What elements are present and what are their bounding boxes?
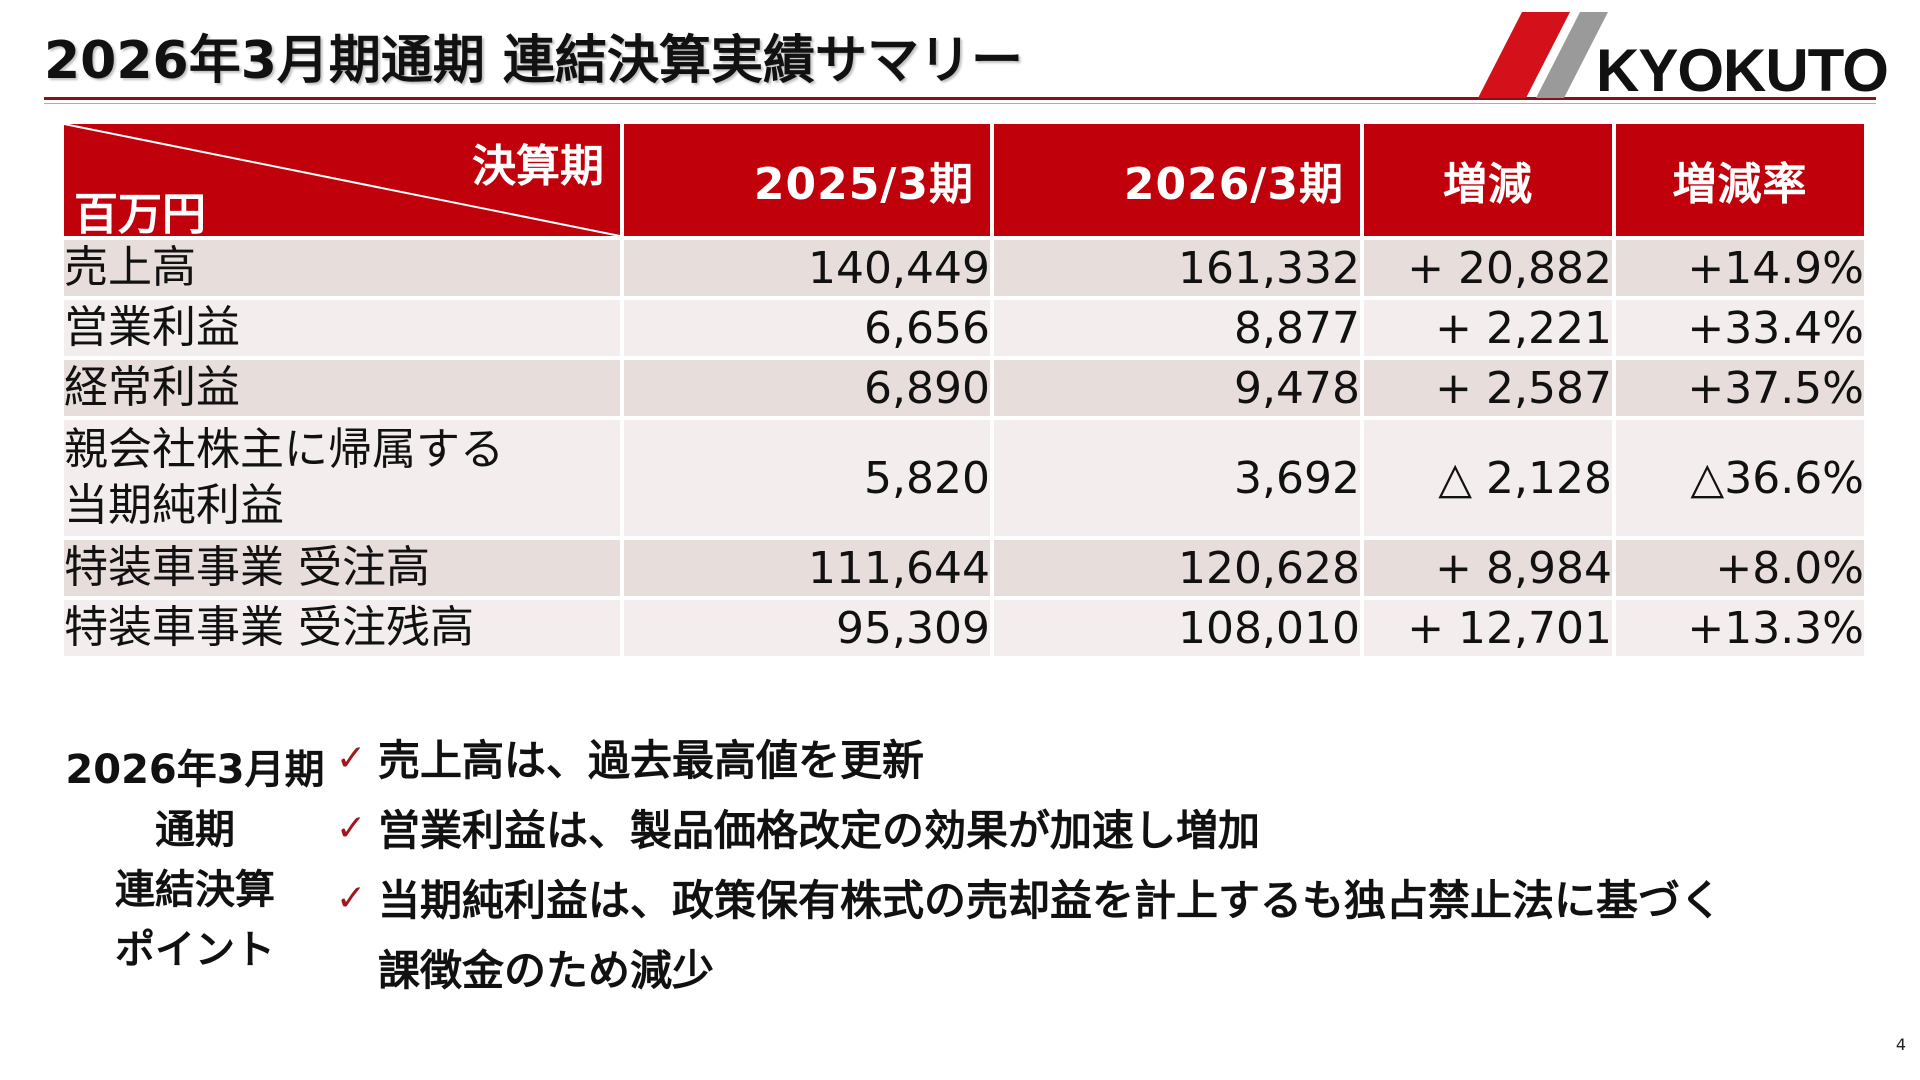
- point-text: 課徴金のため減少: [378, 946, 715, 995]
- cell-value: +33.4%: [1616, 300, 1864, 356]
- title-underline: [44, 97, 1876, 100]
- corner-unit-label: 百万円: [74, 189, 206, 240]
- logo-text: KYOKUTO: [1596, 37, 1889, 104]
- cell-value: 120,628: [994, 540, 1360, 596]
- cell-value: 8,877: [994, 300, 1360, 356]
- cell-value: 5,820: [624, 420, 990, 536]
- cell-value: 161,332: [994, 240, 1360, 296]
- checkmark-icon: ✓: [336, 738, 367, 779]
- points-heading-line: ポイント: [115, 927, 275, 973]
- points-heading-line: 通期: [155, 807, 235, 853]
- point-item: ✓ 当期純利益は、政策保有株式の売却益を計上するも独占禁止法に基づく: [336, 866, 1906, 936]
- row-label-operating-income: 営業利益: [64, 300, 620, 356]
- logo-gray-stripe-icon: [1536, 12, 1608, 98]
- point-item: ✓ 営業利益は、製品価格改定の効果が加速し増加: [336, 796, 1906, 866]
- cell-value: 9,478: [994, 360, 1360, 416]
- col-header-fy2025: 2025/3期: [624, 124, 990, 236]
- slide-title: 2026年3月期通期 連結決算実績サマリー: [44, 31, 1024, 91]
- row-label-order-backlog: 特装車事業 受注残高: [64, 600, 620, 656]
- cell-value: 6,890: [624, 360, 990, 416]
- col-header-fy2026: 2026/3期: [994, 124, 1360, 236]
- results-table: 決算期 百万円 2025/3期 2026/3期 増減 増減率 売上高 140,4…: [60, 120, 1868, 660]
- kyokuto-logo: [1478, 12, 1608, 98]
- cell-value: 3,692: [994, 420, 1360, 536]
- cell-value: 111,644: [624, 540, 990, 596]
- table-row: 売上高 140,449 161,332 + 20,882 +14.9%: [64, 240, 1864, 296]
- cell-value: +37.5%: [1616, 360, 1864, 416]
- point-item: ✓ 売上高は、過去最高値を更新: [336, 726, 1906, 796]
- row-label-net-sales: 売上高: [64, 240, 620, 296]
- cell-value: + 8,984: [1364, 540, 1612, 596]
- row-label-line: 親会社株主に帰属する: [64, 424, 504, 475]
- page-number: 4: [1895, 1035, 1906, 1054]
- cell-value: 6,656: [624, 300, 990, 356]
- corner-diagonal-line: [64, 124, 620, 236]
- table-row: 親会社株主に帰属する 当期純利益 5,820 3,692 △ 2,128 △36…: [64, 420, 1864, 536]
- point-item-continuation: 課徴金のため減少: [336, 936, 1906, 1006]
- cell-value: +13.3%: [1616, 600, 1864, 656]
- points-heading: 2026年3月期 通期 連結決算 ポイント: [60, 740, 330, 980]
- cell-value: 140,449: [624, 240, 990, 296]
- row-label-orders-received: 特装車事業 受注高: [64, 540, 620, 596]
- row-label-net-income: 親会社株主に帰属する 当期純利益: [64, 420, 620, 536]
- corner-period-label: 決算期: [472, 141, 604, 192]
- table-row: 経常利益 6,890 9,478 + 2,587 +37.5%: [64, 360, 1864, 416]
- points-list: ✓ 売上高は、過去最高値を更新 ✓ 営業利益は、製品価格改定の効果が加速し増加 …: [336, 726, 1906, 1006]
- cell-value: +8.0%: [1616, 540, 1864, 596]
- checkmark-icon: ✓: [336, 878, 367, 919]
- cell-value: + 2,587: [1364, 360, 1612, 416]
- title-underline-thin: [44, 103, 1876, 104]
- table-row: 特装車事業 受注高 111,644 120,628 + 8,984 +8.0%: [64, 540, 1864, 596]
- points-heading-line: 2026年3月期: [65, 747, 325, 793]
- row-label-ordinary-income: 経常利益: [64, 360, 620, 416]
- point-text: 当期純利益は、政策保有株式の売却益を計上するも独占禁止法に基づく: [378, 876, 1723, 925]
- col-header-change-rate: 増減率: [1616, 124, 1864, 236]
- cell-value: + 12,701: [1364, 600, 1612, 656]
- table-row: 営業利益 6,656 8,877 + 2,221 +33.4%: [64, 300, 1864, 356]
- cell-value: +14.9%: [1616, 240, 1864, 296]
- cell-value: △36.6%: [1616, 420, 1864, 536]
- table-header-row: 決算期 百万円 2025/3期 2026/3期 増減 増減率: [64, 124, 1864, 240]
- points-heading-line: 連結決算: [115, 867, 275, 913]
- cell-value: △ 2,128: [1364, 420, 1612, 536]
- col-header-change: 増減: [1364, 124, 1612, 236]
- point-text: 売上高は、過去最高値を更新: [378, 736, 925, 785]
- row-label-line: 当期純利益: [64, 480, 284, 531]
- table-row: 特装車事業 受注残高 95,309 108,010 + 12,701 +13.3…: [64, 600, 1864, 656]
- cell-value: 108,010: [994, 600, 1360, 656]
- point-text: 営業利益は、製品価格改定の効果が加速し増加: [378, 806, 1261, 855]
- checkmark-icon: ✓: [336, 808, 367, 849]
- cell-value: + 2,221: [1364, 300, 1612, 356]
- cell-value: + 20,882: [1364, 240, 1612, 296]
- cell-value: 95,309: [624, 600, 990, 656]
- logo-red-stripe-icon: [1478, 12, 1570, 98]
- table-corner-cell: 決算期 百万円: [64, 124, 620, 240]
